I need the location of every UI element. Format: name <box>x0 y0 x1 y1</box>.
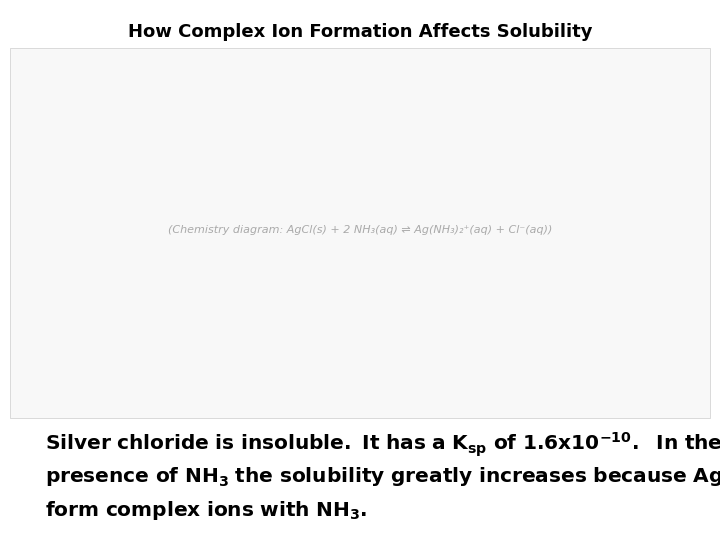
Text: $\bf{presence\ of\ NH_3\ the\ solubility\ greatly\ increases\ because\ Ag^{+}\ w: $\bf{presence\ of\ NH_3\ the\ solubility… <box>45 464 720 490</box>
Text: (Chemistry diagram: AgCl(s) + 2 NH₃(aq) ⇌ Ag(NH₃)₂⁺(aq) + Cl⁻(aq)): (Chemistry diagram: AgCl(s) + 2 NH₃(aq) … <box>168 225 552 235</box>
Text: $\bf{Silver\ chloride\ is\ insoluble.\ It\ has\ a\ }$$\bf{K_{sp}}$$\bf{\ of\ 1.6: $\bf{Silver\ chloride\ is\ insoluble.\ I… <box>45 431 720 459</box>
Text: $\bf{form\ complex\ ions\ with\ NH_3.}$: $\bf{form\ complex\ ions\ with\ NH_3.}$ <box>45 498 367 522</box>
Text: How Complex Ion Formation Affects Solubility: How Complex Ion Formation Affects Solubi… <box>127 23 593 41</box>
Bar <box>10 48 710 418</box>
